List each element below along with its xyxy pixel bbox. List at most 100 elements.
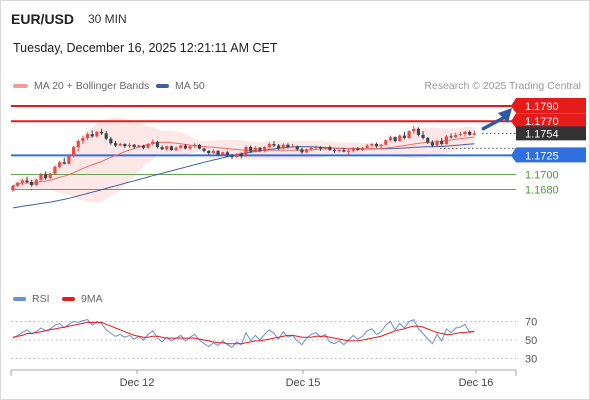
candle-body <box>384 140 388 145</box>
candle-body <box>123 144 127 147</box>
candle-body <box>318 147 323 149</box>
level-tag-pointer-1.1725 <box>511 147 516 163</box>
research-credit: Research © 2025 Trading Central <box>424 80 581 92</box>
forecast-arrow-head <box>498 108 512 123</box>
candle-body <box>169 146 174 151</box>
candle-body <box>151 141 155 144</box>
candle-body <box>263 147 267 151</box>
candle-body <box>39 174 43 180</box>
candle-body <box>155 141 160 148</box>
candle-body <box>346 150 351 152</box>
candle-body <box>328 147 332 151</box>
candle-body <box>426 137 430 143</box>
candle-body <box>113 143 118 146</box>
candle-body <box>207 150 211 154</box>
candle-body <box>351 148 355 151</box>
candle-body <box>244 147 248 157</box>
candle-body <box>337 150 341 152</box>
x-tick-label-1: Dec 15 <box>286 377 321 389</box>
candle-body <box>449 136 453 138</box>
candle-body <box>370 144 374 146</box>
candle-body <box>109 138 113 144</box>
bollinger-band-fill <box>13 117 475 203</box>
candle-body <box>118 144 122 146</box>
last-price-tag-label: 1.1754 <box>525 128 559 140</box>
legend-ma50: MA 50 <box>156 80 205 92</box>
candle-body <box>272 144 276 146</box>
candle-body <box>160 147 164 150</box>
candle-body <box>188 146 192 149</box>
candle-body <box>34 179 38 186</box>
level-tag-pointer-1.1770 <box>511 113 516 129</box>
candle-body <box>85 134 90 138</box>
candle-body <box>314 147 318 149</box>
candle-body <box>360 147 365 151</box>
rsi-tick-label-30: 30 <box>525 354 537 366</box>
candle-body <box>44 174 48 179</box>
candle-body <box>62 162 66 164</box>
candle-body <box>300 149 304 153</box>
candle-body <box>454 134 458 138</box>
level-tag-pointer-1.1790 <box>511 98 516 113</box>
candle-body <box>58 162 62 167</box>
level-tag-label-1.1770: 1.1770 <box>525 116 559 128</box>
x-tick-label-2: Dec 16 <box>459 377 494 389</box>
candle-body <box>393 137 397 141</box>
candle-body <box>239 153 243 157</box>
level-tag-bg-1.1790 <box>516 98 586 113</box>
candle-body <box>332 150 337 152</box>
legend-rsi-ma: 9MA <box>62 293 103 305</box>
candle-body <box>99 131 104 134</box>
candle-body <box>11 185 15 191</box>
candle-body <box>174 147 178 151</box>
candle-body <box>295 146 299 150</box>
candle-body <box>421 134 425 138</box>
candle-body <box>137 145 141 148</box>
candle-body <box>463 131 467 135</box>
candle-body <box>67 156 71 164</box>
datetime-label: Tuesday, December 16, 2025 12:21:11 AM C… <box>13 41 278 55</box>
candle-body <box>16 182 20 186</box>
rsi-tick-label-70: 70 <box>525 317 537 329</box>
ma50-line <box>12 143 475 209</box>
rsi-ma-legend-label: 9MA <box>81 293 103 305</box>
legend-rsi: RSI <box>13 293 50 305</box>
candle-body <box>216 150 220 155</box>
candle-body <box>211 150 215 154</box>
candle-body <box>253 147 257 152</box>
rsi-ma-swatch <box>62 297 75 301</box>
candle-body <box>202 148 206 151</box>
candle-body <box>146 144 150 148</box>
candle-body <box>25 180 29 182</box>
candle-body <box>179 145 183 148</box>
candle-body <box>342 150 346 152</box>
level-tag-label-1.1790: 1.1790 <box>525 101 559 113</box>
rsi-tick-label-50: 50 <box>525 335 537 347</box>
candle-body <box>323 147 327 149</box>
candle-body <box>304 149 309 153</box>
candle-body <box>48 173 52 179</box>
legend-ma20: MA 20 + Bollinger Bands <box>13 80 149 92</box>
candle-body <box>379 144 383 147</box>
candle-body <box>90 134 94 137</box>
ma20-line <box>12 136 475 187</box>
candle-body <box>281 144 285 149</box>
level-label-1.1700: 1.1700 <box>525 169 559 181</box>
candle-body <box>235 153 239 157</box>
candle-body <box>81 137 85 141</box>
level-tag-bg-1.1725 <box>516 147 586 163</box>
candle-body <box>407 131 411 138</box>
symbol-title: EUR/USD <box>11 11 75 27</box>
ma50-legend-label: MA 50 <box>175 80 205 92</box>
candle-body <box>277 145 281 149</box>
candle-body <box>230 155 234 157</box>
candle-body <box>141 145 146 148</box>
candle-body <box>468 131 472 135</box>
interval-label: 30 MIN <box>88 12 127 26</box>
candle-body <box>249 147 253 152</box>
candle-body <box>225 152 229 156</box>
candle-body <box>435 140 439 146</box>
forecast-arrow-shaft <box>481 114 508 131</box>
candle-body <box>416 128 421 135</box>
